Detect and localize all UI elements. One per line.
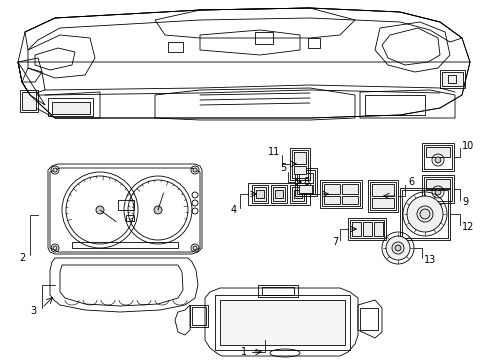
Bar [425,147,449,157]
Bar [20,90,38,112]
Bar [359,308,377,330]
Bar [367,180,397,212]
Bar [321,182,359,206]
Bar [22,92,36,110]
Text: 3: 3 [30,306,36,316]
Text: 8: 8 [303,177,309,187]
Bar [262,287,293,295]
Bar [371,198,393,208]
Bar [447,75,455,83]
Bar [307,38,319,48]
Text: 7: 7 [331,237,337,247]
Bar [220,300,345,345]
Circle shape [53,246,57,250]
Circle shape [193,168,197,172]
Bar [289,185,305,203]
Bar [118,200,134,210]
Bar [421,143,453,171]
Circle shape [394,245,400,251]
Bar [72,242,178,248]
Bar [289,148,309,180]
Text: 6: 6 [407,177,413,187]
Text: 11: 11 [267,147,280,157]
Bar [347,218,385,240]
Bar [351,222,360,236]
Bar [369,182,395,210]
Text: 1: 1 [241,347,246,357]
Text: 4: 4 [230,205,237,215]
Bar [423,145,451,169]
Bar [421,175,453,203]
Circle shape [96,206,104,214]
Bar [298,185,312,193]
Bar [423,177,451,201]
Bar [324,196,339,204]
Circle shape [406,196,442,232]
Bar [373,222,382,236]
Bar [192,307,205,325]
Bar [364,95,424,115]
Bar [52,102,90,114]
Circle shape [434,189,440,195]
Text: 10: 10 [461,141,473,151]
Bar [293,190,302,198]
Bar [341,196,357,204]
Text: 9: 9 [461,197,467,207]
Bar [291,150,307,178]
Circle shape [53,168,57,172]
Bar [294,168,316,196]
Circle shape [419,209,429,219]
Bar [247,183,309,205]
Bar [441,72,462,86]
Bar [272,187,285,201]
Bar [362,222,371,236]
Text: 12: 12 [461,222,473,232]
Bar [256,190,264,198]
Bar [291,187,304,201]
Bar [126,215,134,221]
Bar [399,188,449,240]
Bar [258,285,297,297]
Bar [215,295,349,350]
Bar [341,184,357,194]
Circle shape [154,206,162,214]
Circle shape [434,157,440,163]
Circle shape [385,236,409,260]
Circle shape [193,246,197,250]
Text: 13: 13 [423,255,435,265]
Bar [251,185,267,203]
Bar [190,305,207,327]
Bar [48,98,93,116]
Text: 2: 2 [19,253,25,263]
Bar [270,185,286,203]
Bar [349,220,383,238]
Bar [371,184,393,196]
Bar [293,166,305,174]
Bar [168,42,183,52]
Bar [439,70,464,88]
Bar [425,179,449,189]
Bar [296,170,314,194]
Bar [293,152,305,164]
Bar [274,190,283,198]
Bar [298,173,312,183]
Bar [253,187,265,201]
Bar [324,184,339,194]
Bar [319,180,361,208]
Text: 5: 5 [279,163,285,173]
Bar [401,190,447,238]
Bar [254,32,272,44]
